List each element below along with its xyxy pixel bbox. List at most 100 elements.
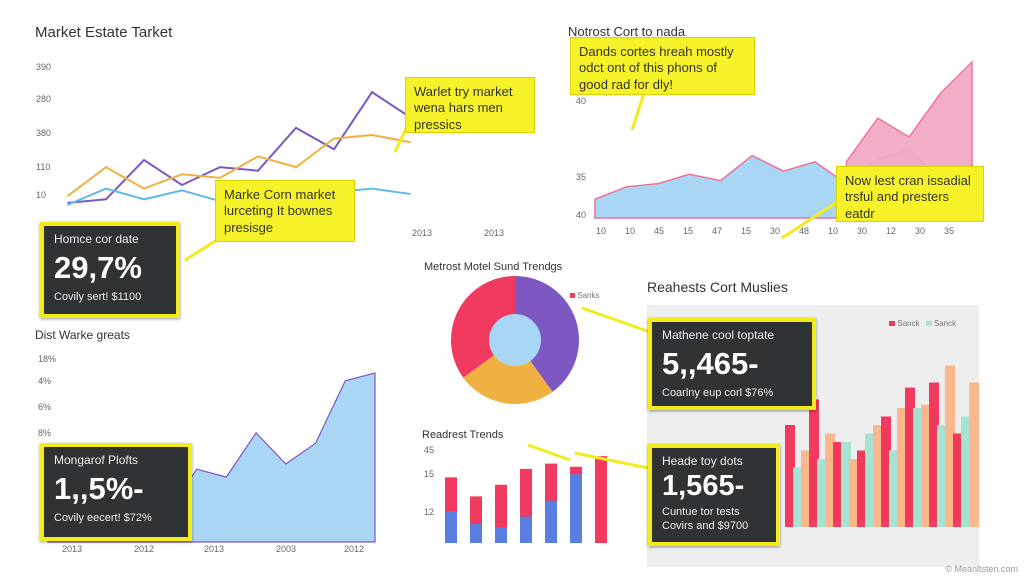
bar-red <box>785 425 795 527</box>
notrost-panel: Notrost Cort to nada 40 35 40 10 10 45 15 47… <box>560 0 1024 250</box>
card-title: Mathene cool toptate <box>662 328 775 342</box>
bar-peach <box>873 425 883 527</box>
x-tick: 48 <box>799 226 809 236</box>
y-tick: 18% <box>38 354 56 364</box>
data-point <box>257 155 259 158</box>
x-tick: 47 <box>712 226 722 236</box>
y-tick: 35 <box>576 172 586 182</box>
data-point <box>219 177 221 179</box>
mongarof-card: Mongarof Plofts 1,,5%- Covily eecert! $7… <box>40 443 192 541</box>
bar-red <box>905 387 915 527</box>
bar-red <box>857 450 867 527</box>
readrest-title: Readrest Trends <box>422 429 504 441</box>
legend-swatch <box>889 321 895 326</box>
bar-mint <box>841 442 851 527</box>
x-tick: 35 <box>944 226 954 236</box>
dist-title: Dist Warke greats <box>35 328 130 342</box>
data-point <box>371 91 373 93</box>
card-sub: Covily sert! $1100 <box>54 291 142 303</box>
data-point <box>295 127 297 129</box>
pie-slice-orange <box>463 340 553 404</box>
callout-line <box>630 89 647 131</box>
readrest-bar-chart: 45 15 12 <box>424 445 607 543</box>
y-tick: 110 <box>36 162 50 172</box>
data-point <box>371 134 373 136</box>
card-value: 1,,5%- <box>54 471 144 506</box>
pie-title: Metrost Motel Sund Trendgs <box>424 261 563 273</box>
series-line-purple <box>67 90 411 204</box>
data-point <box>181 173 183 176</box>
data-point <box>67 203 69 206</box>
card-sub: Cuntue tor tests Covirs and $9700 <box>662 506 749 532</box>
card-value: 29,7% <box>54 250 142 285</box>
callout-note: Dands cortes hreah mostly odct ont of th… <box>570 37 755 95</box>
bar-red <box>929 382 939 527</box>
x-tick: 2012 <box>134 544 154 554</box>
bar-peach <box>945 365 955 527</box>
market-estate-panel: Market Estate Tarket 390 280 380 110 10 … <box>0 0 560 262</box>
notrost-title: Notrost Cort to nada <box>568 24 686 39</box>
x-tick: 2013 <box>204 544 224 554</box>
bar-red <box>881 416 891 527</box>
watermark: © Meanltsten.com <box>945 564 1018 574</box>
bar-mint <box>937 425 947 527</box>
bar-mint <box>817 459 827 527</box>
y-axis-ticks: 390 280 380 110 10 <box>36 62 51 200</box>
pie-slice-purple <box>515 276 579 392</box>
y-tick: 6% <box>38 402 51 412</box>
y-tick: 45 <box>424 445 434 455</box>
data-point <box>333 137 335 140</box>
card-title: Homce cor date <box>54 232 139 246</box>
x-tick: 30 <box>915 226 925 236</box>
x-tick: 12 <box>886 226 896 236</box>
legend-label: Sanks <box>577 291 600 300</box>
y-tick: 15 <box>424 469 434 479</box>
data-point <box>181 189 183 192</box>
pie-hole <box>489 314 541 366</box>
x-tick: 10 <box>828 226 838 236</box>
x-tick: 45 <box>654 226 664 236</box>
bar-red <box>595 456 607 543</box>
y-tick: 8% <box>38 428 51 438</box>
data-point <box>143 198 145 201</box>
x-tick: 2012 <box>344 544 364 554</box>
y-tick: 390 <box>36 62 51 72</box>
readrest-panel: Readrest Trends 45 15 12 <box>410 425 620 555</box>
pie-slice-red <box>451 276 515 378</box>
data-point <box>371 187 373 190</box>
data-point <box>67 202 69 204</box>
card-value: 1,565- <box>662 470 745 502</box>
card-sub: Coarlny eup corl $76% <box>662 387 774 399</box>
y-tick: 380 <box>36 128 51 138</box>
x-tick: 15 <box>741 226 751 236</box>
bar-blue <box>520 516 532 543</box>
bar-mint <box>961 416 971 527</box>
data-point <box>143 159 145 161</box>
bar-peach <box>825 433 835 527</box>
bar-mint <box>793 467 803 527</box>
data-point <box>219 166 221 168</box>
card-sub: Covily eecert! $72% <box>54 512 152 524</box>
y-tick: 4% <box>38 376 51 386</box>
callout-line <box>781 198 841 240</box>
bar-blue <box>570 474 582 543</box>
data-point <box>333 148 335 151</box>
callout-note: Now lest cran issadial trsful and preste… <box>836 166 984 222</box>
y-tick: 12 <box>424 507 434 517</box>
data-point <box>257 169 259 172</box>
callout-note: Marke Corn market lurceting It bownes pr… <box>215 180 355 242</box>
pie-chart <box>451 276 579 404</box>
data-point <box>409 193 411 195</box>
bar-blue <box>445 511 457 543</box>
bar-red <box>833 442 843 527</box>
legend-label: Sanck <box>933 319 957 328</box>
x-tick: 2013 <box>484 228 504 238</box>
data-point <box>105 198 107 201</box>
data-point <box>105 166 107 168</box>
x-tick: 2003 <box>276 544 296 554</box>
bar-blue <box>545 500 557 543</box>
x-tick: 10 <box>625 226 635 236</box>
series-line-orange <box>67 133 411 197</box>
bar-legend: Sanck Sanck <box>889 319 956 328</box>
y-tick: 10 <box>36 190 46 200</box>
